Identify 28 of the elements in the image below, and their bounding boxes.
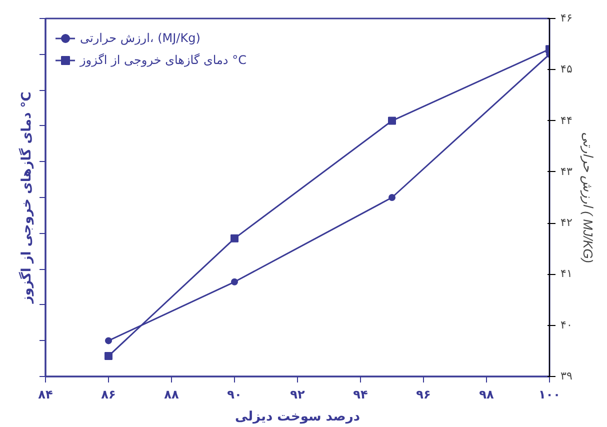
x-tick-label: ۹۴ [353, 388, 368, 402]
point [230, 234, 238, 242]
x-tick-label: ۹۶ [416, 388, 431, 402]
y-tick-label: ۳۹ [560, 370, 572, 382]
y-tick-label: ۴۵ [560, 64, 572, 76]
y-tick-label: ۴۳ [560, 166, 572, 178]
point [104, 352, 112, 360]
point [388, 194, 396, 201]
x-tick-label: ۹۸ [479, 388, 494, 402]
y-tick-label: ۴۶ [560, 12, 572, 24]
point [105, 337, 112, 344]
x-tick-label: ۸۴ [38, 388, 53, 402]
point [231, 278, 238, 286]
y-tick-label: ۴۱ [560, 268, 572, 280]
x-tick-label: ۱۰۰ [538, 388, 560, 402]
x-tick-label: ۹۲ [290, 388, 306, 402]
y2-axis-title: دمای گازهای خروجی از اگزوز °C [18, 92, 34, 304]
y-axis-title: ارزش حرارتی ( MJ/KG) [580, 132, 596, 264]
y-tick-label: ۴۰ [560, 319, 572, 332]
point [388, 116, 396, 125]
x-tick-label: ۸۸ [164, 388, 180, 402]
legend-label: ارزش حرارتی، (MJ/Kg) [80, 31, 200, 45]
legend-label: دمای گازهای خروجی از اگزوز °C [80, 53, 246, 67]
x-tick-label: ۸۶ [101, 388, 116, 402]
y-tick-label: ۴۴ [560, 114, 572, 127]
x-axis-title: درصد سوخت دیزلی [234, 410, 360, 424]
x-tick-label: ۹۰ [227, 388, 242, 402]
y-tick-label: ۴۲ [560, 217, 572, 230]
